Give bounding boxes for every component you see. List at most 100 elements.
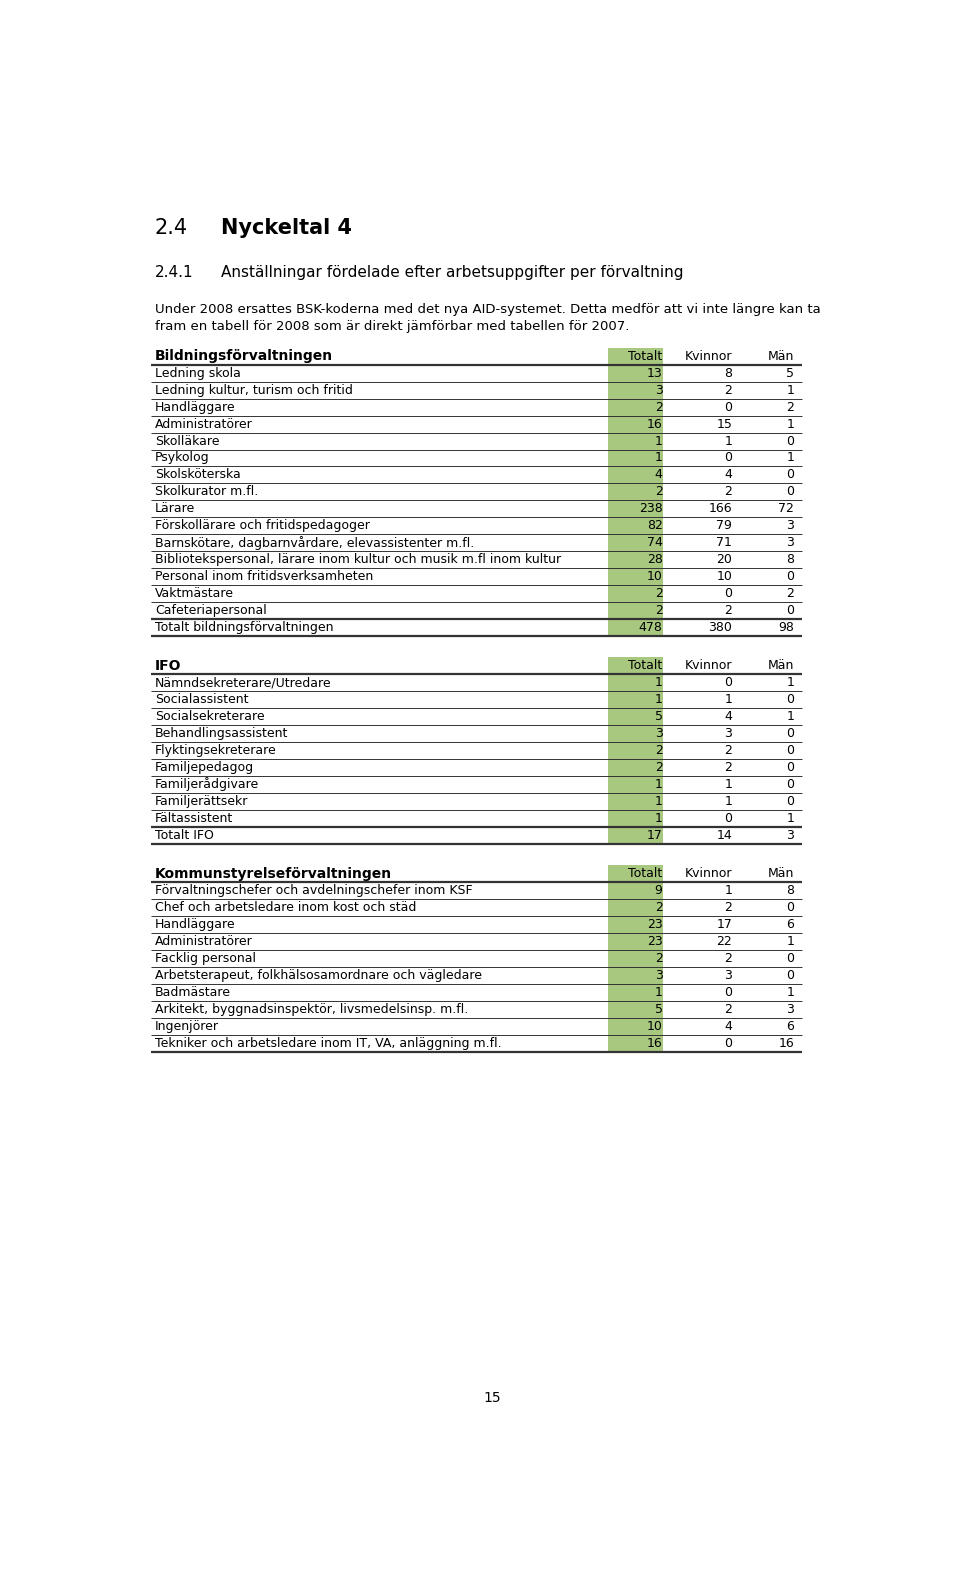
Text: Chef och arbetsledare inom kost och städ: Chef och arbetsledare inom kost och städ xyxy=(155,902,417,914)
Text: 2: 2 xyxy=(725,1003,732,1016)
Text: 15: 15 xyxy=(483,1391,501,1406)
Text: Kvinnor: Kvinnor xyxy=(684,350,732,363)
Text: 10: 10 xyxy=(647,571,662,584)
Text: Vaktmästare: Vaktmästare xyxy=(155,587,234,599)
Text: 28: 28 xyxy=(647,553,662,566)
Bar xyxy=(609,674,662,692)
Bar xyxy=(609,949,662,967)
Text: 3: 3 xyxy=(786,828,794,841)
Text: 2: 2 xyxy=(725,604,732,617)
Bar xyxy=(609,793,662,809)
Text: 1: 1 xyxy=(655,795,662,808)
Text: 16: 16 xyxy=(647,418,662,431)
Bar xyxy=(609,758,662,776)
Text: 0: 0 xyxy=(786,795,794,808)
Text: Under 2008 ersattes BSK-koderna med det nya AID-systemet. Detta medför att vi in: Under 2008 ersattes BSK-koderna med det … xyxy=(155,302,821,316)
Text: 3: 3 xyxy=(725,968,732,983)
Text: 2: 2 xyxy=(655,401,662,413)
Text: 0: 0 xyxy=(786,952,794,965)
Text: Män: Män xyxy=(768,350,794,363)
Bar xyxy=(609,348,662,364)
Text: 23: 23 xyxy=(647,935,662,948)
Text: Ledning skola: Ledning skola xyxy=(155,367,241,380)
Text: Facklig personal: Facklig personal xyxy=(155,952,256,965)
Text: 3: 3 xyxy=(725,727,732,741)
Text: Badmästare: Badmästare xyxy=(155,986,230,999)
Text: 238: 238 xyxy=(638,502,662,515)
Text: 0: 0 xyxy=(724,452,732,464)
Text: Kvinnor: Kvinnor xyxy=(684,660,732,673)
Bar xyxy=(609,692,662,708)
Text: Behandlingsassistent: Behandlingsassistent xyxy=(155,727,288,741)
Text: Nämndsekreterare/Utredare: Nämndsekreterare/Utredare xyxy=(155,676,331,690)
Text: 5: 5 xyxy=(655,1003,662,1016)
Text: 72: 72 xyxy=(779,502,794,515)
Text: Kvinnor: Kvinnor xyxy=(684,867,732,881)
Text: Bildningsförvaltningen: Bildningsförvaltningen xyxy=(155,350,333,364)
Text: 0: 0 xyxy=(786,469,794,482)
Text: 5: 5 xyxy=(655,711,662,723)
Text: Tekniker och arbetsledare inom IT, VA, anläggning m.fl.: Tekniker och arbetsledare inom IT, VA, a… xyxy=(155,1037,501,1049)
Text: Bibliotekspersonal, lärare inom kultur och musik m.fl inom kultur: Bibliotekspersonal, lärare inom kultur o… xyxy=(155,553,561,566)
Text: 1: 1 xyxy=(786,986,794,999)
Text: 6: 6 xyxy=(786,1019,794,1034)
Text: 0: 0 xyxy=(786,571,794,584)
Text: Fältassistent: Fältassistent xyxy=(155,812,233,825)
Bar xyxy=(609,827,662,844)
Bar xyxy=(609,517,662,534)
Text: Totalt: Totalt xyxy=(628,660,662,673)
Text: IFO: IFO xyxy=(155,658,181,673)
Text: 3: 3 xyxy=(786,536,794,549)
Bar xyxy=(609,501,662,517)
Text: 0: 0 xyxy=(724,986,732,999)
Text: 1: 1 xyxy=(725,795,732,808)
Bar xyxy=(609,619,662,636)
Text: Skolkurator m.fl.: Skolkurator m.fl. xyxy=(155,485,258,498)
Text: 3: 3 xyxy=(655,383,662,398)
Text: 2: 2 xyxy=(655,762,662,774)
Text: 1: 1 xyxy=(725,434,732,447)
Text: Cafeteriapersonal: Cafeteriapersonal xyxy=(155,604,267,617)
Text: Psykolog: Psykolog xyxy=(155,452,209,464)
Text: 2: 2 xyxy=(655,485,662,498)
Text: Arkitekt, byggnadsinspektör, livsmedelsinsp. m.fl.: Arkitekt, byggnadsinspektör, livsmedelsi… xyxy=(155,1003,468,1016)
Bar xyxy=(609,865,662,882)
Bar xyxy=(609,967,662,984)
Bar xyxy=(609,450,662,466)
Text: 1: 1 xyxy=(786,418,794,431)
Bar xyxy=(609,364,662,382)
Text: 0: 0 xyxy=(724,401,732,413)
Text: 1: 1 xyxy=(786,935,794,948)
Text: Ingenjörer: Ingenjörer xyxy=(155,1019,219,1034)
Text: 8: 8 xyxy=(786,884,794,897)
Text: Förvaltningschefer och avdelningschefer inom KSF: Förvaltningschefer och avdelningschefer … xyxy=(155,884,472,897)
Bar xyxy=(609,725,662,743)
Text: 2: 2 xyxy=(725,762,732,774)
Text: Socialassistent: Socialassistent xyxy=(155,693,249,706)
Text: Administratörer: Administratörer xyxy=(155,935,252,948)
Text: 0: 0 xyxy=(786,762,794,774)
Text: 0: 0 xyxy=(724,812,732,825)
Text: 478: 478 xyxy=(638,620,662,634)
Text: 2: 2 xyxy=(786,587,794,599)
Text: 1: 1 xyxy=(655,693,662,706)
Text: Män: Män xyxy=(768,867,794,881)
Text: 2: 2 xyxy=(655,902,662,914)
Text: 0: 0 xyxy=(786,968,794,983)
Bar xyxy=(609,933,662,949)
Text: Totalt bildningsförvaltningen: Totalt bildningsförvaltningen xyxy=(155,620,333,634)
Bar xyxy=(609,1000,662,1018)
Bar xyxy=(609,483,662,501)
Text: 1: 1 xyxy=(725,693,732,706)
Text: 14: 14 xyxy=(716,828,732,841)
Bar xyxy=(609,882,662,900)
Text: 1: 1 xyxy=(655,986,662,999)
Bar xyxy=(609,415,662,432)
Text: 2: 2 xyxy=(725,952,732,965)
Text: Flyktingsekreterare: Flyktingsekreterare xyxy=(155,744,276,757)
Text: 4: 4 xyxy=(725,1019,732,1034)
Bar xyxy=(609,657,662,674)
Text: Familjerättsekr: Familjerättsekr xyxy=(155,795,249,808)
Text: 16: 16 xyxy=(779,1037,794,1049)
Text: Administratörer: Administratörer xyxy=(155,418,252,431)
